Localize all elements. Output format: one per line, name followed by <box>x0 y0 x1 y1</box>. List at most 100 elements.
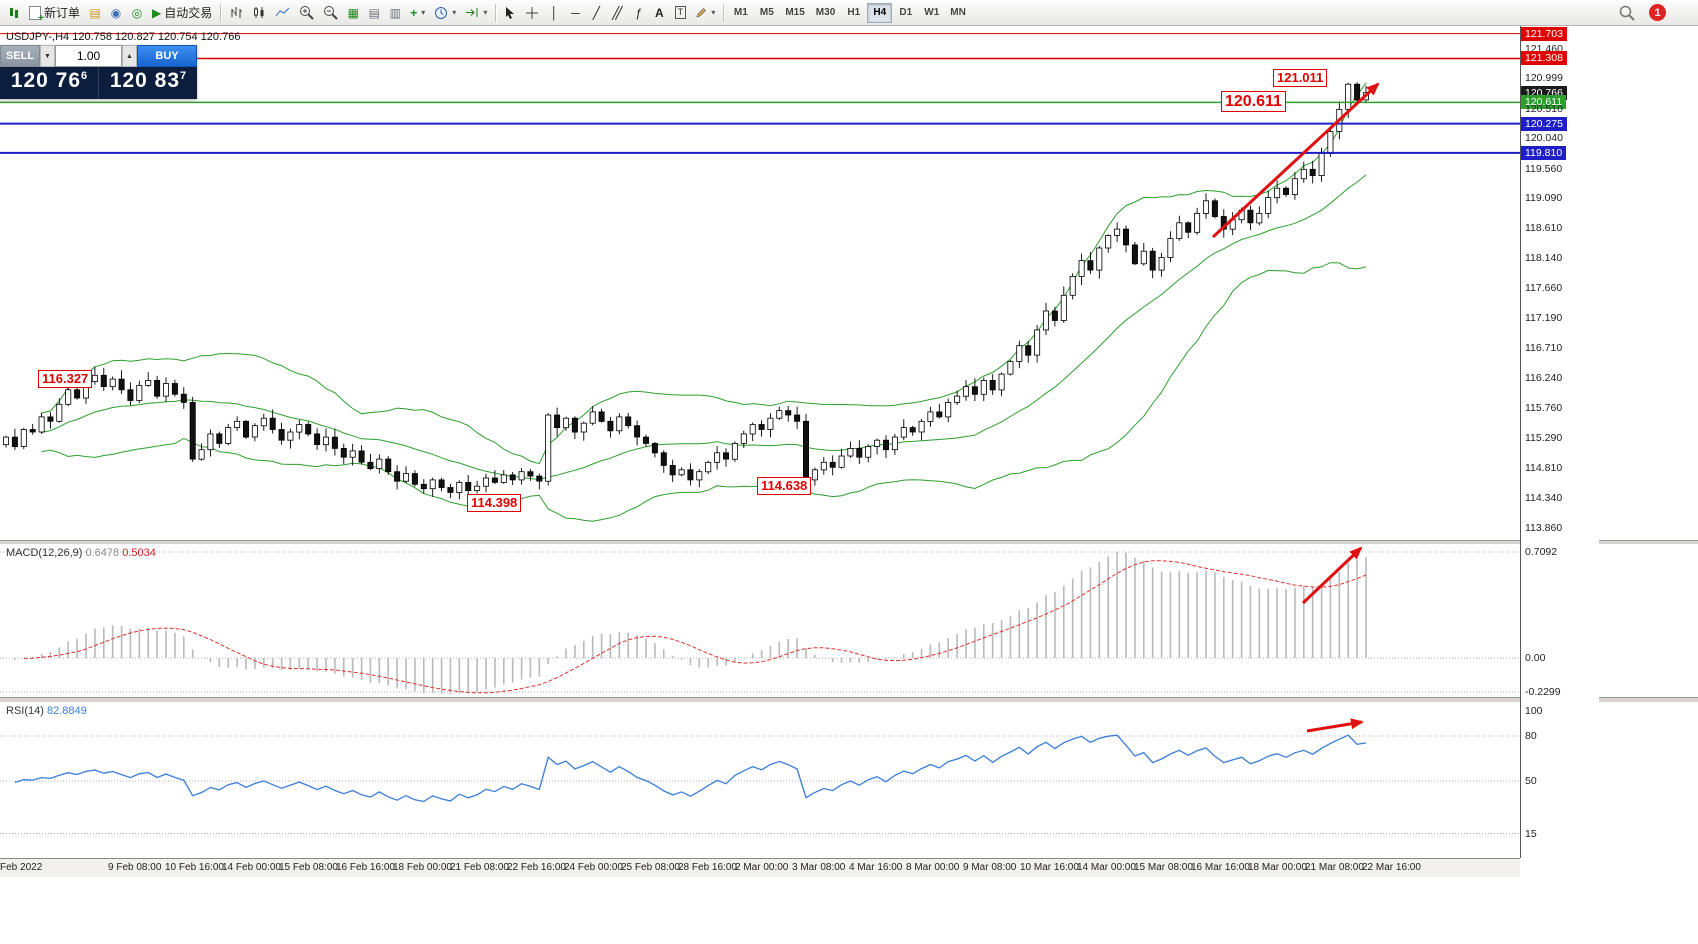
panel-separator[interactable] <box>0 697 1698 703</box>
tile-windows-button[interactable]: ▦ <box>343 2 363 24</box>
fibonacci-icon: ƒ <box>634 5 642 20</box>
buy-price-sup: 7 <box>180 70 187 82</box>
time-axis-label: 18 Mar 00:00 <box>1248 862 1307 873</box>
line-chart-mode-button[interactable] <box>271 2 294 24</box>
vertical-line-tool-button[interactable]: │ <box>544 2 564 24</box>
timeframe-MN[interactable]: MN <box>945 3 971 23</box>
price-axis-label: 114.810 <box>1525 462 1563 474</box>
timeframe-M15[interactable]: M15 <box>780 3 809 23</box>
time-axis-label: 24 Feb 00:00 <box>564 862 623 873</box>
time-axis-label: 16 Feb 16:00 <box>336 862 395 873</box>
volume-increase-button[interactable]: ▲ <box>122 45 137 67</box>
time-axis-label: 21 Mar 08:00 <box>1305 862 1364 873</box>
sell-price[interactable]: 120 76 6 <box>0 67 98 99</box>
timeframe-H1[interactable]: H1 <box>841 3 866 23</box>
price-axis-label: 118.610 <box>1525 222 1563 234</box>
price-annotation: 121.011 <box>1273 69 1328 87</box>
auto-trading-button[interactable]: ▶ 自动交易 <box>148 2 216 24</box>
horizontal-line-tool-button[interactable]: ─ <box>565 2 585 24</box>
line-chart-icon <box>275 7 290 17</box>
auto-trading-label: 自动交易 <box>164 6 213 20</box>
time-axis-label: 9 Mar 08:00 <box>963 862 1017 873</box>
accounts-icon: ◉ <box>110 5 122 20</box>
templates-button[interactable]: ▾ <box>461 2 491 24</box>
macd-label: MACD(12,26,9) 0.6478 0.5034 <box>6 547 156 559</box>
main-chart-canvas[interactable] <box>0 26 1520 540</box>
horizontal-line-icon: ─ <box>571 5 580 20</box>
add-indicator-icon: + <box>410 5 418 20</box>
toolbar-right: 1 <box>1615 2 1666 24</box>
sell-button[interactable]: SELL <box>0 45 40 67</box>
cascade-windows-button[interactable]: ▥ <box>385 2 405 24</box>
crosshair-tool-button[interactable] <box>521 2 543 24</box>
price-axis-label: 119.810 <box>1521 146 1567 160</box>
timeframe-W1[interactable]: W1 <box>919 3 944 23</box>
new-order-label: 新订单 <box>44 6 81 20</box>
notification-badge[interactable]: 1 <box>1649 4 1666 21</box>
rsi-label: RSI(14) 82.8849 <box>6 705 87 717</box>
time-axis[interactable]: Feb 2022 9 Feb 08:00 10 Feb 16:00 14 Feb 00… <box>0 858 1520 877</box>
zoom-in-button[interactable] <box>295 2 318 24</box>
price-axis-label: 115.290 <box>1525 432 1563 444</box>
trendline-tool-button[interactable]: ╱ <box>586 2 606 24</box>
price-axis-label: 120.611 <box>1521 95 1567 109</box>
label-tool-button[interactable]: T <box>670 2 690 24</box>
price-axis[interactable]: 121.703 121.460 121.308 120.999 120.766 120.6… <box>1520 26 1599 858</box>
time-axis-label: 25 Feb 08:00 <box>621 862 680 873</box>
macd-axis-label: 0.7092 <box>1525 546 1558 558</box>
volume-decrease-button[interactable]: ▼ <box>40 45 55 67</box>
shapes-tool-button[interactable]: ▾ <box>691 2 719 24</box>
time-axis-label: 10 Mar 16:00 <box>1020 862 1079 873</box>
new-order-button[interactable]: 新订单 <box>25 2 84 24</box>
buy-price[interactable]: 120 83 7 <box>98 67 197 99</box>
price-axis-label: 120.999 <box>1525 72 1563 84</box>
time-axis-label: 18 Feb 00:00 <box>393 862 452 873</box>
trade-panel-prices: 120 76 6 120 83 7 <box>0 67 197 99</box>
bar-chart-mode-button[interactable] <box>225 2 247 24</box>
timeframe-H4[interactable]: H4 <box>867 2 893 23</box>
buy-price-main: 120 83 <box>109 69 181 92</box>
time-axis-label: 3 Mar 08:00 <box>792 862 846 873</box>
timeframe-D1[interactable]: D1 <box>893 3 918 23</box>
channel-tool-button[interactable]: ╱╱ <box>607 2 627 24</box>
time-axis-label: 21 Feb 08:00 <box>450 862 509 873</box>
zoom-out-button[interactable] <box>319 2 342 24</box>
macd-panel-canvas[interactable] <box>0 545 1520 697</box>
volume-input[interactable] <box>55 45 122 67</box>
search-button[interactable] <box>1615 2 1639 24</box>
text-tool-button[interactable]: A <box>649 2 669 24</box>
play-icon: ▶ <box>152 5 162 20</box>
panel-separator[interactable] <box>0 540 1698 545</box>
arrange-windows-button[interactable]: ▤ <box>364 2 384 24</box>
timeframe-M5[interactable]: M5 <box>754 3 779 23</box>
buy-button[interactable]: BUY <box>137 45 197 67</box>
cursor-tool-button[interactable] <box>500 2 520 24</box>
chart-window-button[interactable] <box>4 2 24 24</box>
price-annotation: 120.611 <box>1221 91 1286 113</box>
chevron-down-icon: ▾ <box>711 8 716 17</box>
community-button[interactable]: ◎ <box>127 2 147 24</box>
timeframe-M1[interactable]: M1 <box>728 3 753 23</box>
timeframe-M30[interactable]: M30 <box>811 3 840 23</box>
fibonacci-tool-button[interactable]: ƒ <box>628 2 648 24</box>
price-axis-label: 115.760 <box>1525 402 1563 414</box>
add-indicator-button[interactable]: + ▾ <box>406 2 429 24</box>
candle-chart-mode-button[interactable] <box>248 2 270 24</box>
price-axis-label: 120.510 <box>1525 103 1563 115</box>
market-depth-button[interactable]: ▤ <box>85 2 105 24</box>
chevron-down-icon: ▾ <box>421 8 426 17</box>
price-axis-label: 118.140 <box>1525 252 1563 264</box>
text-label-icon: T <box>674 6 687 19</box>
price-annotation: 116.327 <box>38 370 93 388</box>
time-axis-label: 10 Feb 16:00 <box>165 862 224 873</box>
periods-button[interactable]: ▾ <box>430 2 460 24</box>
macd-main-value: 0.6478 <box>85 547 120 559</box>
rsi-axis-label: 100 <box>1525 705 1543 717</box>
price-annotation: 114.638 <box>757 477 812 495</box>
time-axis-label: 22 Feb 16:00 <box>507 862 566 873</box>
rsi-panel-canvas[interactable] <box>0 703 1520 858</box>
time-axis-label: 15 Mar 08:00 <box>1134 862 1193 873</box>
accounts-button[interactable]: ◉ <box>106 2 126 24</box>
market-depth-icon: ▤ <box>89 5 101 20</box>
